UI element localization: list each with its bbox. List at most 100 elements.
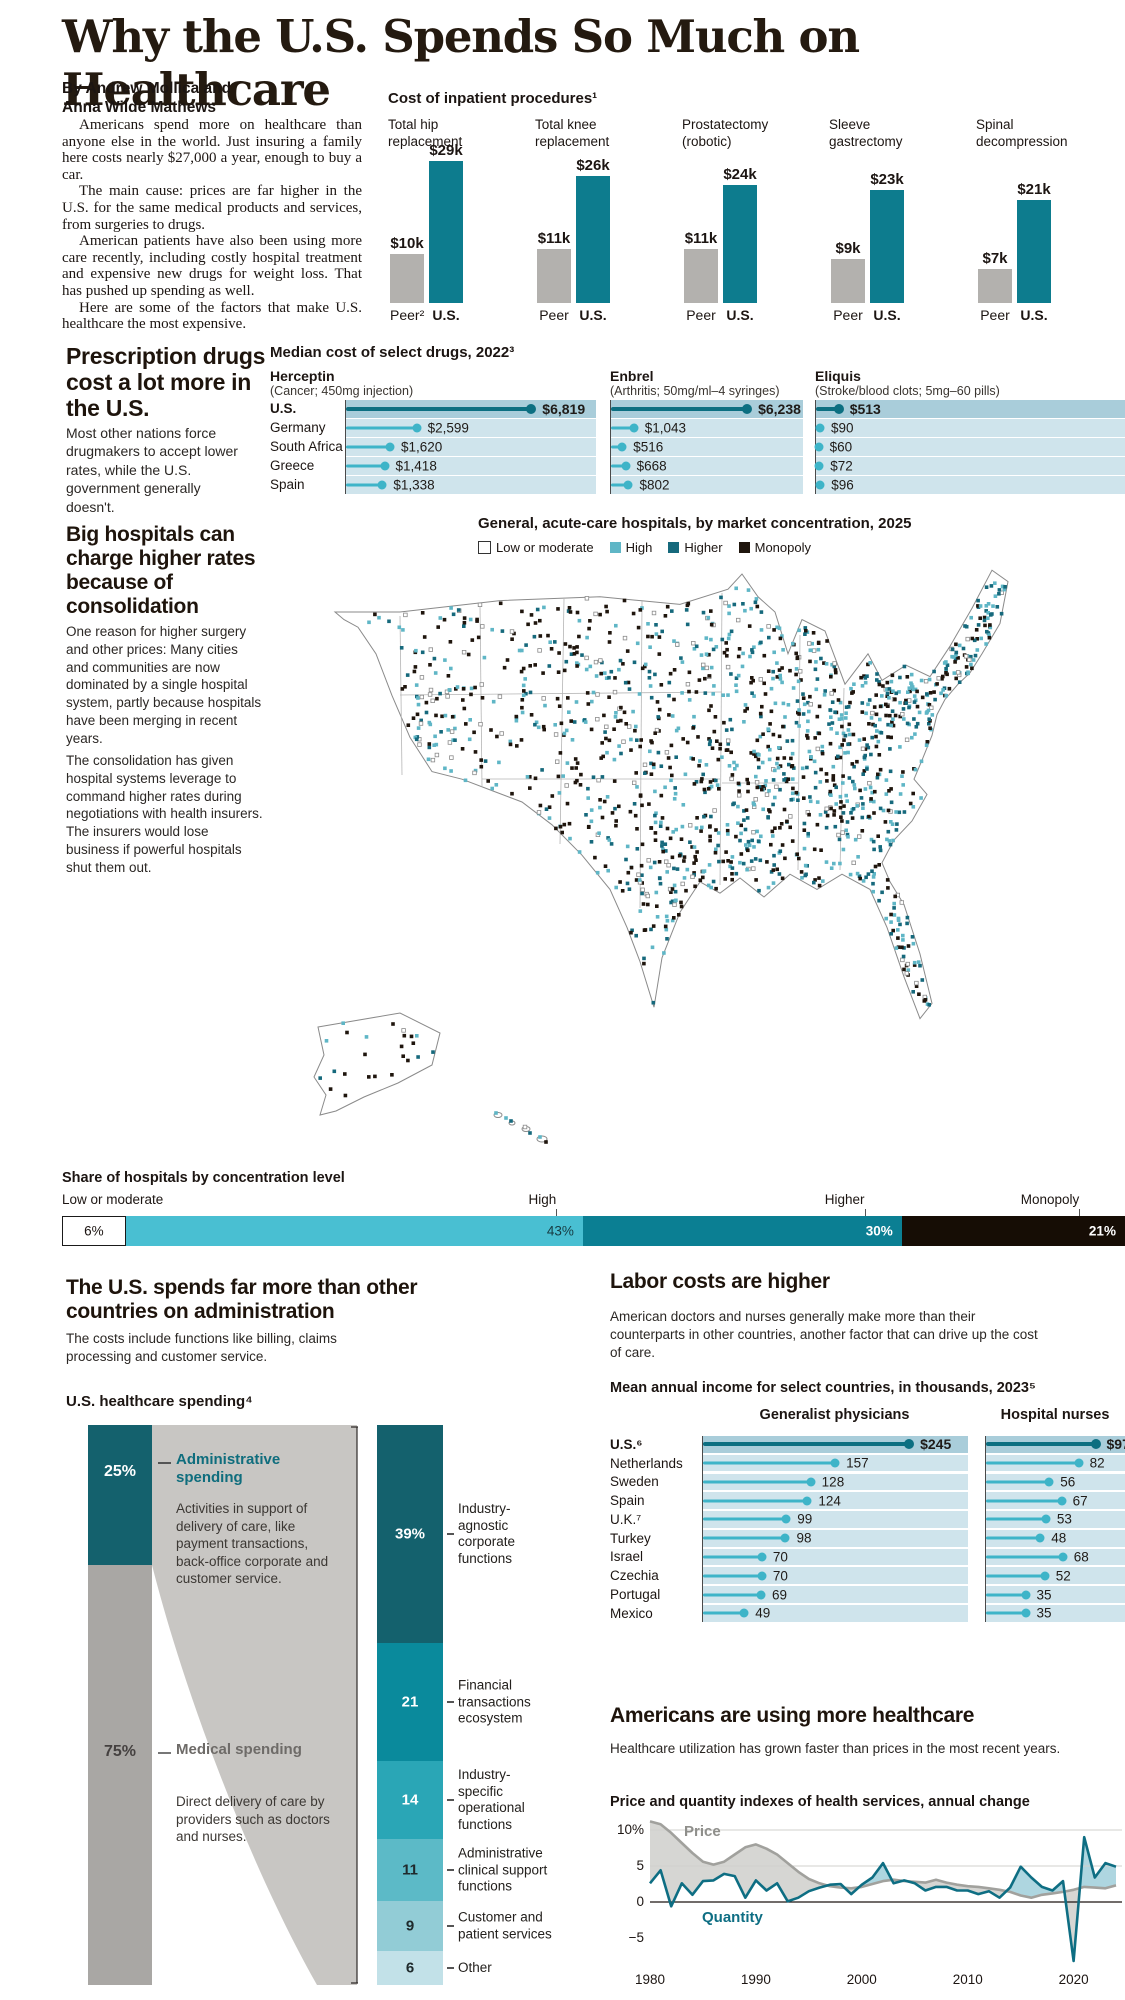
hospital-dot [907,705,911,710]
hospital-dot [613,715,618,719]
hospital-dot [420,611,425,615]
hospital-dot [648,684,653,688]
admin-segment-value: 11 [402,1861,418,1879]
hospital-dot [494,1111,498,1115]
hospital-dot [416,1055,420,1059]
hospital-dot [789,798,794,802]
hospital-dot [648,645,652,649]
hospital-dot [788,814,793,819]
peer-axis-label: Peer² [390,307,425,323]
us-bar-column: $29k [429,142,463,303]
hospital-dot [767,789,771,793]
hospital-dot [755,604,760,609]
hospital-dot [650,634,654,639]
hospital-dot [947,686,952,691]
hospital-dot [587,626,591,631]
hospital-dot [646,858,651,863]
hospital-dot [834,670,838,675]
hospital-dot [820,751,825,756]
hospital-dot [759,640,763,645]
hospital-dot [521,683,526,688]
hospital-dot [612,779,617,783]
hospital-dot [646,902,650,907]
hospital-dot [741,651,745,656]
procedure-axis-labels: Peer U.S. [682,307,829,323]
hospital-dot [887,839,892,843]
hospital-dot [614,819,618,823]
hospital-dot [758,711,763,716]
share-segment-value: 30% [865,1223,893,1239]
hospital-dot [409,1034,414,1039]
hospital-dot [682,876,687,880]
hospital-dot [725,823,730,827]
hospital-dot [828,789,833,794]
hospital-dot [876,772,880,777]
hospital-dot [984,609,988,613]
hospital-dot [758,677,763,682]
admin-segment-label-tick [447,1533,454,1536]
hospital-dot [739,823,743,828]
hospital-dot [763,692,768,696]
hospital-dot [715,783,720,787]
hospital-dot [773,768,777,773]
hospital-dot [707,708,711,713]
hospital-dot [851,779,855,784]
hospital-dot [693,854,697,859]
procedure-name-line: (robotic) [682,134,732,149]
hospital-dot [698,759,702,763]
hospital-dot [927,677,932,682]
procedure-name-line: Total hip [388,117,439,132]
hospital-dot [859,675,863,680]
labor-country-label: Israel [610,1549,644,1565]
hospital-dot [812,847,817,852]
hospital-dot [654,623,658,627]
hospital-dot [817,704,822,709]
lollipop-row: 56 [986,1473,1125,1491]
hospital-dot [745,777,749,782]
hospital-dot [979,636,983,641]
hospital-dot [730,773,735,777]
hospital-dot [844,716,848,720]
hospital-dot [403,612,408,618]
hospital-dot [607,640,612,644]
hospital-dot [664,849,668,853]
hospital-dot [573,780,578,785]
hospital-dot [840,717,844,721]
hospital-dot [725,828,730,833]
hospital-dot [575,610,580,615]
hospital-dot [658,881,663,886]
hospital-dot [766,815,770,820]
hospital-dot [742,818,746,822]
hospital-dot [892,913,897,917]
hospital-dot [878,845,882,849]
hospital-dot [480,624,485,629]
hospitals-heading: Big hospitals can charge higher rates be… [66,523,256,618]
us-value-label: $24k [723,166,757,184]
hospital-dot [416,702,421,707]
hospital-dot [413,735,418,740]
hospital-dot [706,615,711,620]
hospital-dot [858,788,862,793]
byline-line2: Anna Wilde Mathews [62,99,217,117]
hospital-dot [724,728,729,732]
hospital-dot [648,865,653,870]
hospital-dot [462,706,467,711]
hospital-dot [733,767,737,771]
hospital-dot [645,893,650,899]
hospital-dot [682,859,686,863]
hospital-dot [743,709,747,713]
hospital-dot [519,669,524,674]
hospital-dot [528,775,532,779]
hospital-dot [820,750,825,754]
hospital-dot [568,836,572,841]
procedure-group: Total hip replacement $10k $29k Peer² U.S. [388,116,535,323]
hospital-dot [672,797,677,801]
hospital-dot [449,606,453,610]
hospital-dot [911,941,916,946]
hospital-dot [676,726,681,731]
hospital-dot [718,742,723,747]
share-stacked-bar: 6% 43% 30% 21% [62,1216,1125,1246]
hospital-dot [377,615,381,620]
hospital-dot [890,673,895,678]
hospital-dot [729,672,733,676]
